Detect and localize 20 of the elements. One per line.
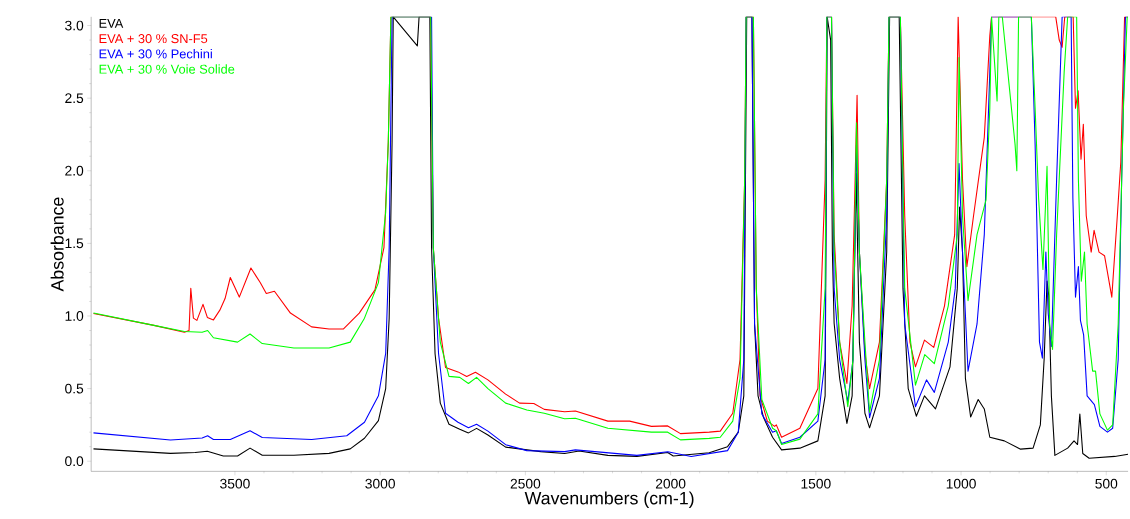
text: EVA + 30 % SN-F5: [99, 34, 208, 44]
y-tick-label: 0.0: [65, 456, 84, 467]
y-tick-label: 2.5: [65, 93, 84, 104]
x-tick-label: 1000: [946, 478, 976, 489]
y-tick-label: 3.0: [65, 20, 84, 31]
text: EVA: [99, 18, 124, 28]
x-tick-label: 3500: [220, 478, 250, 489]
x-tick-label: 500: [1095, 478, 1118, 489]
x-tick-label: 2000: [655, 478, 686, 489]
y-tick-label: 0.5: [65, 383, 84, 394]
x-tick-label: 1500: [801, 478, 831, 489]
y-tick-label: 2.0: [65, 165, 84, 176]
x-tick-label: 2500: [510, 478, 541, 489]
text: EVA + 30 % Pechini: [99, 49, 212, 59]
x-tick-label: 3000: [365, 478, 395, 489]
y-axis-title: Absorbance: [50, 197, 64, 292]
y-tick-label: 1.5: [65, 238, 84, 249]
text: EVA + 30 % Voie Solide: [99, 64, 235, 74]
y-tick-label: 1.0: [65, 311, 84, 321]
x-axis-title: Wavenumbers (cm-1): [524, 491, 694, 509]
